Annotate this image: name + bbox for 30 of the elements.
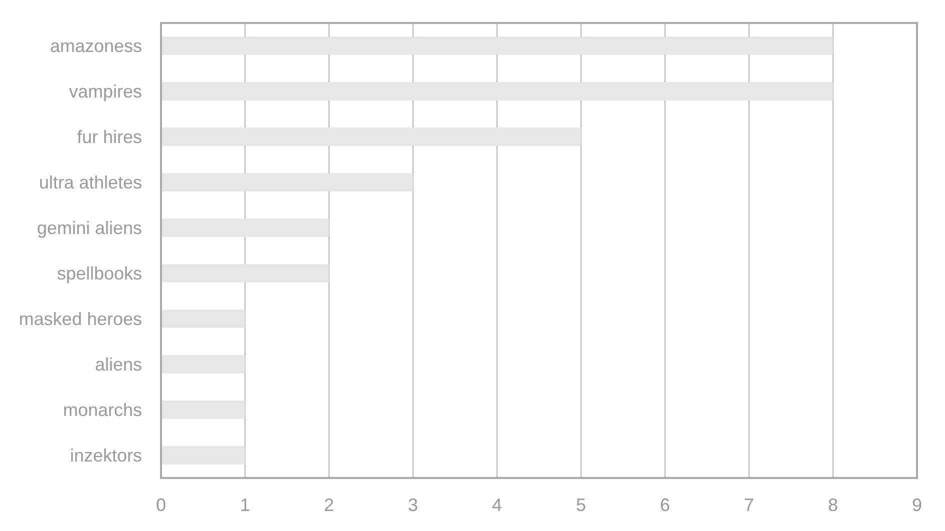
bar xyxy=(161,218,329,237)
bar xyxy=(161,36,833,55)
x-tick-label: 3 xyxy=(408,495,418,515)
bar xyxy=(161,446,245,464)
x-tick-label: 1 xyxy=(240,495,250,515)
bar xyxy=(161,264,329,282)
bar xyxy=(161,355,245,374)
bar xyxy=(161,128,581,146)
y-tick-label: gemini aliens xyxy=(36,218,142,238)
y-tick-label: spellbooks xyxy=(56,264,142,284)
y-tick-label: vampires xyxy=(68,82,142,102)
y-tick-label: masked heroes xyxy=(18,309,142,330)
x-tick-label: 9 xyxy=(912,495,922,515)
y-tick-label: inzektors xyxy=(70,446,142,466)
x-tick-label: 5 xyxy=(576,495,586,515)
y-tick-label: ultra athletes xyxy=(38,172,142,193)
y-tick-label: amazoness xyxy=(50,36,142,56)
x-tick-label: 6 xyxy=(660,495,670,515)
y-tick-label: monarchs xyxy=(62,400,142,420)
x-tick-label: 7 xyxy=(744,495,754,515)
bar xyxy=(161,82,833,100)
y-tick-label: fur hires xyxy=(76,127,142,148)
bar xyxy=(161,310,245,328)
x-tick-label: 8 xyxy=(828,495,838,515)
x-tick-label: 4 xyxy=(492,495,502,515)
bar xyxy=(161,400,245,419)
bar xyxy=(161,173,413,192)
x-tick-label: 2 xyxy=(324,495,334,515)
x-tick-label: 0 xyxy=(156,495,166,515)
y-tick-label: aliens xyxy=(94,354,142,375)
